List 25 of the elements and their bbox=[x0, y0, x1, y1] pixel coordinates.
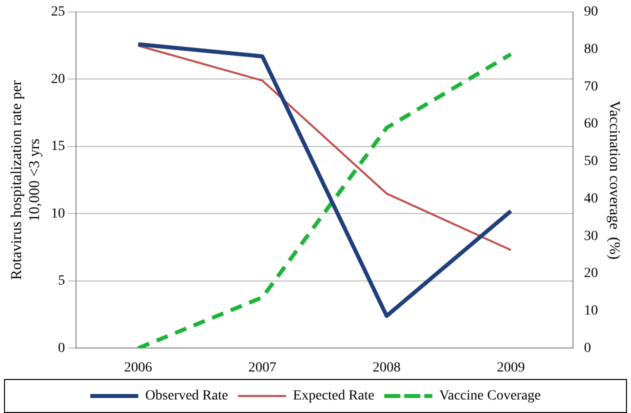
x-tick-label: 2006 bbox=[124, 360, 152, 376]
y-axis-title: Rotavirus hospitalization rate per 10,000 <3 yrs bbox=[8, 80, 43, 280]
y-tick-label: 5 bbox=[58, 274, 65, 289]
y-tick-label: 0 bbox=[58, 340, 65, 356]
x-tick-label: 2008 bbox=[372, 360, 401, 376]
x-tick-label: 2009 bbox=[496, 360, 525, 376]
y2-tick-label: 90 bbox=[584, 4, 598, 20]
legend-label: Vaccine Coverage bbox=[439, 388, 541, 404]
y-tick-label: 20 bbox=[51, 72, 65, 87]
y2-tick-label: 50 bbox=[584, 154, 598, 170]
y2-tick-label: 70 bbox=[584, 79, 598, 94]
y-tick-label: 25 bbox=[51, 4, 65, 20]
x-tick-label: 2007 bbox=[248, 360, 276, 376]
y2-tick-label: 60 bbox=[584, 116, 598, 132]
y-tick-label: 10 bbox=[51, 206, 65, 222]
y2-tick-label: 80 bbox=[584, 42, 598, 58]
y-tick-label: 15 bbox=[51, 139, 65, 154]
legend-label: Expected Rate bbox=[293, 388, 374, 404]
y2-axis-title: Vaccination coverage (%) bbox=[606, 100, 622, 260]
y2-tick-label: 0 bbox=[584, 340, 591, 356]
y2-tick-label: 20 bbox=[584, 266, 598, 282]
y2-tick-label: 40 bbox=[584, 191, 598, 206]
y2-tick-label: 10 bbox=[584, 304, 598, 319]
y2-tick-label: 30 bbox=[584, 228, 598, 244]
legend-label: Observed Rate bbox=[145, 388, 228, 404]
